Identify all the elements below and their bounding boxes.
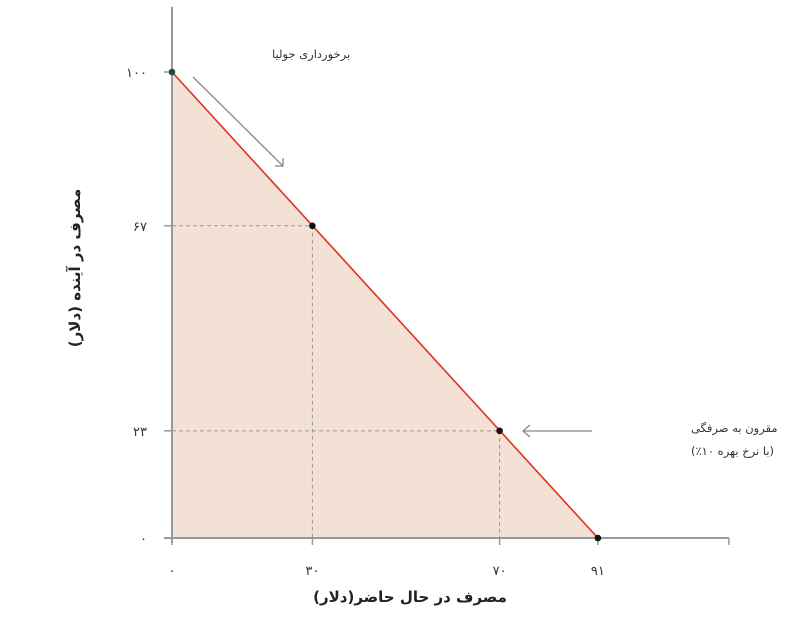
x-tick-label: ۹۱ (591, 564, 605, 579)
annotation-affordability: مقرون به صرفگی (691, 421, 778, 436)
arrow-affordability (522, 424, 592, 438)
x-axis-label: مصرف در حال حاضر(دلار) (313, 588, 507, 606)
y-tick-label: ۰ (140, 532, 147, 547)
x-tick-label: ۰ (169, 564, 176, 579)
annotation-endowment: برخورداری جولیا (272, 47, 350, 62)
arrow-endowment (192, 76, 284, 167)
data-point (168, 68, 176, 76)
y-tick-label: ۲۳ (133, 425, 147, 440)
y-tick-label: ۱۰۰ (126, 66, 147, 81)
data-point (594, 534, 602, 542)
x-tick-label: ۳۰ (305, 564, 319, 579)
x-tick-label: ۷۰ (493, 564, 507, 579)
y-tick-label: ۶۷ (133, 220, 147, 235)
budget-line (171, 71, 599, 539)
y-axis-label: مصرف در آینده (دلار) (66, 189, 84, 347)
data-point (309, 222, 316, 230)
data-point (496, 427, 503, 435)
annotation-interest-rate: (با نرخ بهره ۱۰٪) (691, 444, 774, 459)
